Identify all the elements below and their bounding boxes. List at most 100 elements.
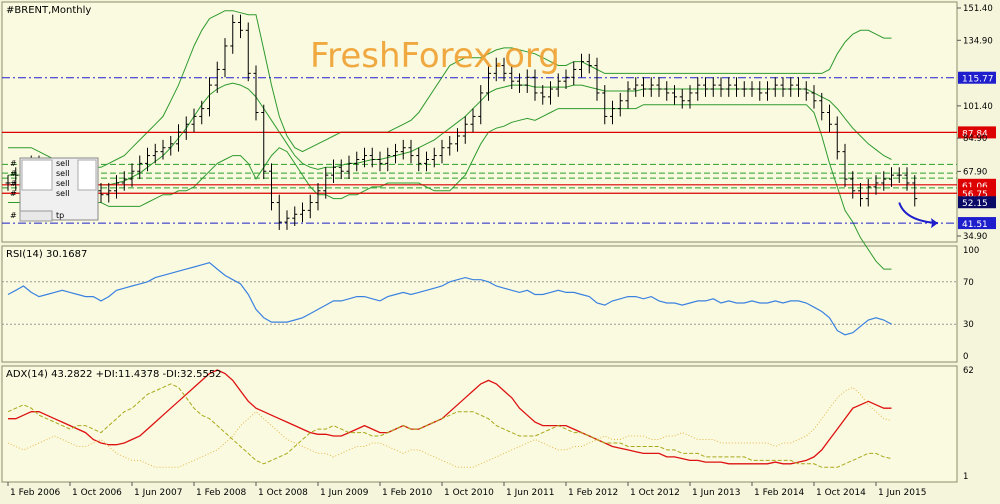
ohlc-bar: [354, 151, 360, 172]
rsi-tick-label: 30: [963, 320, 974, 330]
price-level-label: 52.15: [962, 199, 988, 209]
x-tick-label: 1 Feb 2008: [196, 488, 247, 498]
ohlc-bar: [416, 147, 422, 172]
ohlc-bar: [214, 61, 220, 93]
ohlc-bar: [912, 175, 918, 207]
ohlc-bar: [447, 135, 453, 156]
ohlc-bar: [486, 65, 491, 101]
ohlc-bar: [625, 81, 631, 109]
ohlc-bar: [338, 159, 344, 180]
ohlc-bar: [176, 124, 181, 152]
ohlc-bar: [610, 100, 615, 125]
ohlc-bar: [362, 147, 367, 168]
ohlc-bar: [160, 139, 166, 160]
ohlc-bar: [230, 14, 236, 54]
ohlc-bar: [819, 92, 825, 121]
x-tick-label: 1 Jun 2015: [878, 488, 926, 498]
x-tick-label: 1 Oct 2006: [72, 488, 122, 498]
ohlc-bar: [207, 77, 212, 117]
order-swatch: [21, 159, 53, 191]
x-tick-label: 1 Jun 2011: [506, 488, 554, 498]
adx-tick-label: 62: [963, 366, 974, 376]
ohlc-bar: [439, 139, 445, 164]
ohlc-bar: [718, 77, 724, 97]
order-swatch: [77, 159, 97, 191]
ohlc-bar: [656, 77, 662, 97]
x-tick-label: 1 Jun 2009: [320, 488, 369, 498]
ohlc-bar: [183, 116, 189, 140]
ohlc-bar: [106, 182, 112, 203]
rsi-tick-label: 70: [963, 278, 974, 288]
y-tick-label: 34.90: [963, 232, 987, 242]
ohlc-bar: [687, 85, 693, 109]
order-labels: # sell # sell # sell # sell # tp: [10, 157, 99, 222]
x-tick-label: 1 Feb 2014: [754, 488, 805, 498]
ohlc-bar: [152, 143, 158, 164]
ohlc-bar: [734, 77, 739, 97]
x-tick-label: 1 Jun 2013: [692, 488, 740, 498]
ohlc-bar: [369, 147, 375, 168]
adx-label: ADX(14) 43.2822 +DI:11.4378 -DI:32.5552: [6, 369, 222, 380]
x-tick-label: 1 Oct 2014: [816, 488, 866, 498]
tp-swatch: [19, 210, 53, 222]
ohlc-bar: [803, 81, 809, 101]
adx-chart: 62 1: [7, 366, 974, 482]
ohlc-bar: [501, 57, 507, 82]
ohlc-bar: [889, 167, 894, 187]
y-tick-label: 134.90: [963, 36, 993, 46]
ohlc-bar: [555, 73, 561, 97]
ohlc-bar: [493, 57, 499, 82]
ohlc-bar: [269, 163, 274, 211]
watermark: FreshForex.org: [310, 36, 560, 76]
price-level-label: 41.51: [962, 220, 988, 230]
ohlc-bar: [865, 179, 871, 207]
order-label: sell: [56, 159, 70, 168]
ohlc-bar: [703, 77, 708, 97]
ohlc-bar: [245, 22, 251, 82]
adx-line: [8, 369, 892, 465]
ohlc-bar: [834, 116, 840, 160]
ohlc-bar: [873, 175, 879, 195]
ohlc-bar: [780, 77, 786, 97]
y-tick-label: 101.40: [963, 102, 993, 112]
ohlc-bar: [811, 85, 817, 109]
ohlc-bar: [633, 77, 639, 97]
price-level-badge: [958, 217, 996, 230]
main-panel: [1, 1, 958, 243]
y-tick-label: 84.90: [963, 134, 987, 144]
ohlc-bar: [238, 14, 243, 39]
ohlc-bar: [641, 77, 646, 97]
ohlc-bar: [431, 147, 437, 168]
ohlc-bar: [114, 175, 119, 199]
ohlc-bar: [664, 81, 670, 101]
ohlc-bar: [509, 65, 515, 90]
ohlc-bar: [191, 108, 197, 133]
ohlc-bar: [524, 69, 530, 93]
bb-upper-line: [8, 10, 892, 168]
price-level-badge: [958, 187, 996, 200]
order-label: #: [10, 211, 17, 220]
x-tick-label: 1 Oct 2008: [258, 488, 308, 498]
ohlc-bar: [222, 38, 228, 78]
ohlc-bar: [129, 163, 135, 187]
x-tick-label: 1 Oct 2012: [630, 488, 680, 498]
ohlc-bar: [672, 85, 677, 105]
order-label: sell: [56, 179, 70, 188]
price-level-badge: [958, 71, 996, 84]
ohlc-bar: [602, 85, 608, 125]
ohlc-bar: [749, 81, 755, 97]
order-label: #: [10, 189, 17, 198]
ohlc-bar: [726, 77, 732, 97]
price-level-label: 87.84: [962, 129, 988, 139]
rsi-label: RSI(14) 30.1687: [6, 249, 87, 260]
ohlc-bar: [408, 139, 414, 164]
ohlc-bar: [517, 73, 522, 93]
ohlc-bar: [424, 151, 429, 172]
ohlc-bar: [881, 171, 887, 191]
ohlc-bar: [377, 151, 383, 172]
ohlc-bar: [323, 167, 329, 199]
plus-di-line: [7, 383, 892, 468]
rsi-panel: [1, 245, 958, 363]
ohlc-bar: [400, 139, 406, 160]
